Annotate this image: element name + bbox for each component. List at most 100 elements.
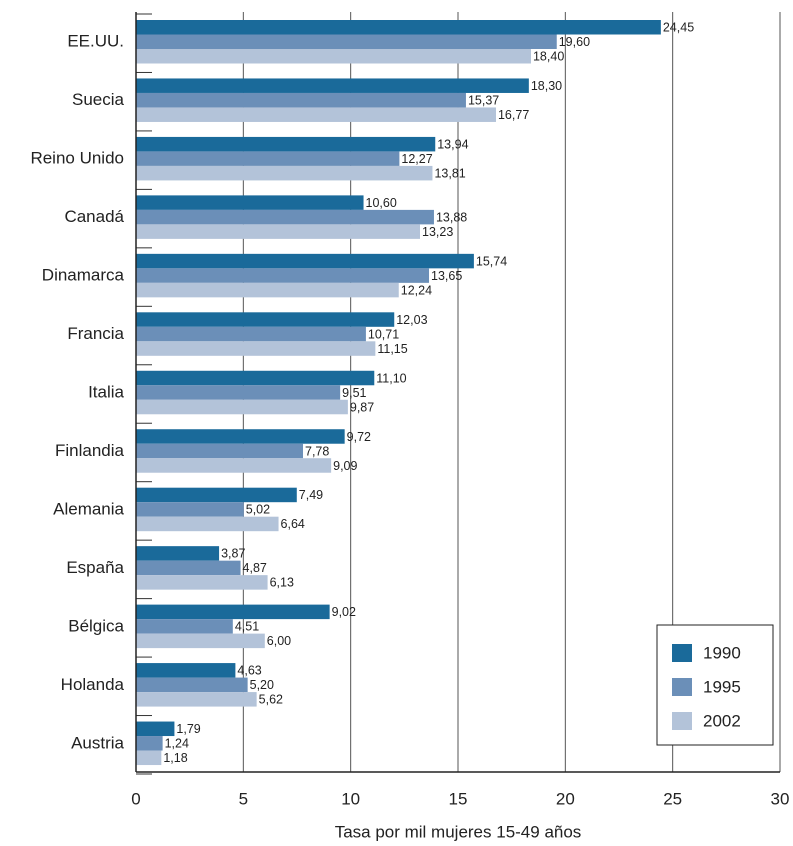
- value-label: 11,10: [376, 371, 406, 385]
- bar: [136, 136, 436, 152]
- y-tick-label: Reino Unido: [30, 149, 124, 168]
- value-label: 13,23: [422, 225, 453, 239]
- value-label: 13,81: [434, 166, 465, 180]
- x-axis-label: Tasa por mil mujeres 15-49 años: [335, 822, 582, 841]
- value-label: 1,24: [165, 737, 189, 751]
- value-label: 12,27: [401, 152, 432, 166]
- bar: [136, 458, 332, 473]
- y-tick-label: Suecia: [72, 90, 125, 109]
- bar: [136, 224, 421, 239]
- value-label: 1,18: [163, 751, 187, 765]
- bar: [136, 253, 474, 269]
- x-tick-label: 30: [771, 789, 790, 808]
- value-label: 5,62: [259, 693, 283, 707]
- value-label: 5,20: [250, 678, 274, 692]
- value-label: 13,94: [437, 137, 468, 151]
- bar: [136, 20, 661, 35]
- bar: [136, 92, 466, 108]
- value-label: 15,74: [476, 254, 507, 268]
- bar: [136, 312, 395, 327]
- bar: [136, 209, 434, 225]
- bar: [136, 268, 430, 283]
- x-tick-label: 0: [131, 789, 140, 808]
- value-label: 9,87: [350, 400, 374, 414]
- value-label: 11,15: [377, 342, 407, 356]
- value-label: 9,09: [333, 459, 357, 473]
- legend-swatch: [672, 644, 692, 662]
- bar: [136, 429, 345, 444]
- value-label: 19,60: [559, 35, 590, 49]
- x-tick-label: 15: [449, 789, 468, 808]
- y-tick-label: Finlandia: [55, 441, 125, 460]
- value-label: 1,79: [176, 722, 200, 736]
- bar: [136, 750, 162, 766]
- bar: [136, 107, 496, 122]
- value-label: 7,49: [299, 488, 323, 502]
- value-label: 18,30: [531, 79, 562, 93]
- bar: [136, 165, 433, 181]
- y-tick-label: Alemania: [53, 499, 124, 518]
- y-tick-label: EE.UU.: [67, 32, 124, 51]
- x-tick-label: 10: [341, 789, 360, 808]
- y-tick-label: Canadá: [64, 207, 124, 226]
- bar: [136, 560, 241, 576]
- x-tick-label: 20: [556, 789, 575, 808]
- bar: [136, 619, 233, 634]
- bar: [136, 49, 531, 64]
- y-tick-label: Holanda: [61, 675, 125, 694]
- value-label: 16,77: [498, 108, 529, 122]
- value-label: 4,87: [243, 561, 267, 575]
- bar: [136, 575, 268, 590]
- bar: [136, 692, 257, 707]
- value-label: 6,64: [281, 517, 305, 531]
- bar: [136, 721, 175, 737]
- value-label: 10,71: [368, 327, 399, 341]
- y-tick-label: Bélgica: [68, 616, 124, 635]
- bar: [136, 399, 348, 415]
- value-label: 10,60: [366, 196, 397, 210]
- value-label: 4,63: [237, 664, 261, 678]
- value-label: 24,45: [663, 21, 694, 35]
- bar: [136, 546, 220, 561]
- y-tick-label: Italia: [88, 382, 124, 401]
- value-label: 5,02: [246, 503, 270, 517]
- value-label: 9,51: [342, 386, 366, 400]
- value-label: 9,72: [347, 430, 371, 444]
- bar: [136, 385, 341, 400]
- legend-label: 1990: [703, 643, 741, 662]
- value-label: 9,02: [332, 605, 356, 619]
- y-tick-label: Austria: [71, 733, 124, 752]
- bar: [136, 677, 248, 693]
- legend-label: 1995: [703, 677, 741, 696]
- bar: [136, 633, 265, 649]
- bar: [136, 443, 304, 459]
- value-label: 12,03: [396, 313, 427, 327]
- bar: [136, 370, 375, 386]
- y-tick-label: Dinamarca: [42, 266, 125, 285]
- bar: [136, 151, 400, 166]
- value-label: 3,87: [221, 547, 245, 561]
- value-label: 6,13: [270, 576, 294, 590]
- bar: [136, 502, 244, 517]
- bar: [136, 78, 529, 93]
- value-label: 12,24: [401, 283, 432, 297]
- bar: [136, 341, 376, 356]
- value-label: 7,78: [305, 444, 329, 458]
- bar: [136, 516, 279, 532]
- x-tick-label: 5: [239, 789, 248, 808]
- value-label: 15,37: [468, 94, 499, 108]
- x-tick-label: 25: [663, 789, 682, 808]
- bar: [136, 195, 364, 210]
- legend-swatch: [672, 678, 692, 696]
- value-label: 13,65: [431, 269, 462, 283]
- bar: [136, 604, 330, 620]
- legend-swatch: [672, 712, 692, 730]
- bar: [136, 326, 366, 342]
- bar: [136, 736, 163, 751]
- legend-label: 2002: [703, 711, 741, 730]
- value-label: 13,88: [436, 210, 467, 224]
- bar: [136, 487, 297, 503]
- bar: [136, 663, 236, 678]
- value-label: 4,51: [235, 620, 259, 634]
